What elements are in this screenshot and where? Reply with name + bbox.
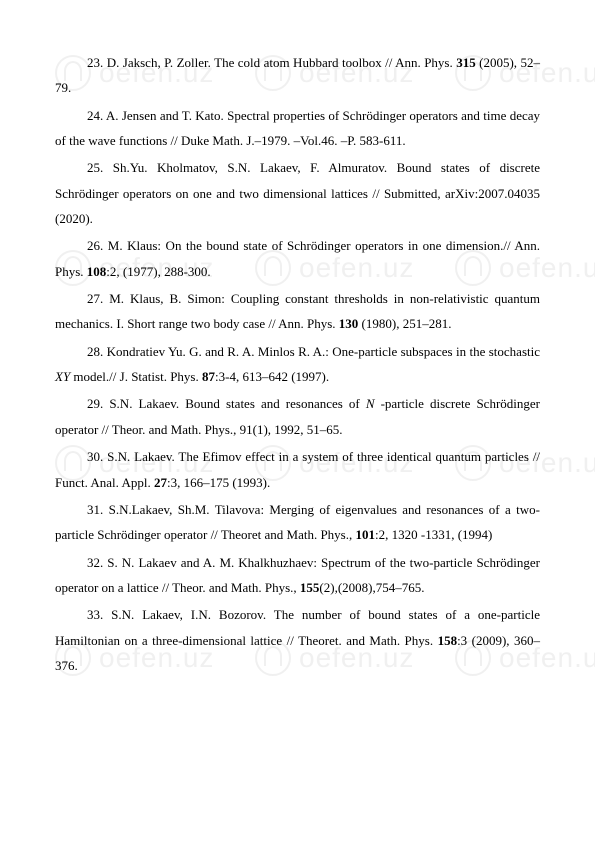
references-content: 23. D. Jaksch, P. Zoller. The cold atom … bbox=[0, 0, 595, 720]
reference-volume: 87 bbox=[202, 369, 215, 384]
reference-volume: 108 bbox=[87, 264, 107, 279]
reference-item: 29. S.N. Lakaev. Bound states and resona… bbox=[55, 391, 540, 442]
reference-item: 27. M. Klaus, B. Simon: Coupling constan… bbox=[55, 286, 540, 337]
reference-item: 28. Kondratiev Yu. G. and R. A. Minlos R… bbox=[55, 339, 540, 390]
reference-text: :3-4, 613–642 (1997). bbox=[215, 369, 329, 384]
reference-item: 32. S. N. Lakaev and A. M. Khalkhuzhaev:… bbox=[55, 550, 540, 601]
reference-volume: 315 bbox=[456, 55, 476, 70]
reference-text: model.// J. Statist. Phys. bbox=[70, 369, 202, 384]
reference-text: (2),(2008),754–765. bbox=[319, 580, 424, 595]
reference-item: 24. A. Jensen and T. Kato. Spectral prop… bbox=[55, 103, 540, 154]
reference-text: (1980), 251–281. bbox=[358, 316, 451, 331]
reference-text: 29. S.N. Lakaev. Bound states and resona… bbox=[87, 396, 366, 411]
reference-item: 31. S.N.Lakaev, Sh.M. Tilavova: Merging … bbox=[55, 497, 540, 548]
reference-item: 23. D. Jaksch, P. Zoller. The cold atom … bbox=[55, 50, 540, 101]
reference-text: :2, (1977), 288-300. bbox=[106, 264, 210, 279]
reference-text: 27. M. Klaus, B. Simon: Coupling constan… bbox=[55, 291, 540, 331]
reference-text: 24. A. Jensen and T. Kato. Spectral prop… bbox=[55, 108, 540, 148]
reference-volume: 130 bbox=[339, 316, 359, 331]
reference-item: 33. S.N. Lakaev, I.N. Bozorov. The numbe… bbox=[55, 602, 540, 678]
reference-volume: 158 bbox=[438, 633, 458, 648]
reference-volume: 155 bbox=[300, 580, 320, 595]
reference-text: :2, 1320 -1331, (1994) bbox=[375, 527, 492, 542]
reference-italic: N bbox=[366, 396, 375, 411]
reference-text: 28. Kondratiev Yu. G. and R. A. Minlos R… bbox=[87, 344, 540, 359]
reference-volume: 27 bbox=[154, 475, 167, 490]
reference-italic: XY bbox=[55, 369, 70, 384]
reference-text: :3, 166–175 (1993). bbox=[167, 475, 270, 490]
reference-text: 30. S.N. Lakaev. The Efimov effect in a … bbox=[55, 449, 540, 489]
reference-volume: 101 bbox=[356, 527, 376, 542]
reference-item: 26. M. Klaus: On the bound state of Schr… bbox=[55, 233, 540, 284]
reference-text: 25. Sh.Yu. Kholmatov, S.N. Lakaev, F. Al… bbox=[55, 160, 540, 226]
reference-text: 23. D. Jaksch, P. Zoller. The cold atom … bbox=[87, 55, 456, 70]
reference-item: 25. Sh.Yu. Kholmatov, S.N. Lakaev, F. Al… bbox=[55, 155, 540, 231]
reference-item: 30. S.N. Lakaev. The Efimov effect in a … bbox=[55, 444, 540, 495]
reference-text: 32. S. N. Lakaev and A. M. Khalkhuzhaev:… bbox=[55, 555, 540, 595]
